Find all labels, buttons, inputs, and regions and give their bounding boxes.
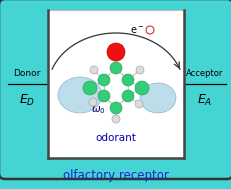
Text: Donor: Donor (13, 69, 40, 78)
Text: odorant: odorant (95, 133, 136, 143)
Ellipse shape (139, 83, 175, 113)
Text: Acceptor: Acceptor (185, 69, 223, 78)
FancyBboxPatch shape (6, 6, 48, 170)
Circle shape (145, 26, 153, 34)
Circle shape (122, 90, 134, 102)
Circle shape (134, 81, 148, 95)
FancyBboxPatch shape (48, 158, 183, 172)
Text: $\omega_0$: $\omega_0$ (90, 104, 105, 116)
Circle shape (135, 66, 143, 74)
Circle shape (97, 74, 109, 86)
Circle shape (134, 100, 142, 108)
FancyBboxPatch shape (183, 6, 225, 170)
Ellipse shape (58, 77, 102, 113)
Circle shape (112, 115, 119, 123)
Text: $E_D$: $E_D$ (19, 92, 35, 108)
Text: e$^-$: e$^-$ (129, 25, 143, 36)
Circle shape (97, 90, 109, 102)
Circle shape (106, 43, 125, 61)
Text: olfactory receptor: olfactory receptor (63, 169, 168, 181)
Circle shape (89, 98, 97, 106)
Text: $E_A$: $E_A$ (197, 92, 212, 108)
Circle shape (90, 66, 97, 74)
FancyBboxPatch shape (0, 0, 231, 179)
Circle shape (122, 74, 134, 86)
Circle shape (109, 102, 122, 114)
FancyBboxPatch shape (48, 10, 183, 158)
Circle shape (109, 62, 122, 74)
Circle shape (83, 81, 97, 95)
